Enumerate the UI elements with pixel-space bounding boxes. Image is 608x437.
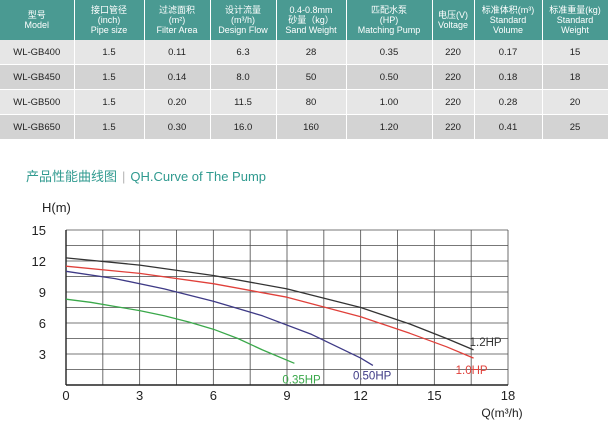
- x-tick-label: 18: [501, 388, 515, 403]
- x-tick-label: 3: [136, 388, 143, 403]
- table-header-row: 型号 Model 接口管径 (inch) Pipe size 过滤面积 (m²) Filt…: [0, 0, 608, 40]
- x-tick-label: 15: [427, 388, 441, 403]
- table-cell: WL-GB400: [0, 40, 75, 65]
- table-row: WL-GB650 1.5 0.30 16.0 160 1.20 220 0.41…: [0, 114, 608, 140]
- y-tick-label: 3: [39, 347, 46, 362]
- table-cell: WL-GB650: [0, 114, 75, 140]
- curve-0-50hp: [65, 270, 374, 366]
- y-tick-label: 15: [32, 223, 46, 238]
- table-cell: 0.14: [144, 64, 211, 90]
- series-label: 0.50HP: [353, 370, 392, 382]
- y-axis-label: H(m): [42, 200, 71, 215]
- table-cell: 0.41: [474, 114, 543, 140]
- col-pipe-size: 接口管径 (inch) Pipe size: [74, 0, 145, 40]
- table-row: WL-GB400 1.5 0.11 6.3 28 0.35 220 0.17 1…: [0, 40, 608, 65]
- table-cell: 0.28: [474, 89, 543, 115]
- table-cell: 80: [276, 89, 347, 115]
- curve-0-35hp: [65, 298, 295, 364]
- col-filter-area: 过滤面积 (m²) Filter Area: [144, 0, 211, 40]
- x-tick-label: 9: [283, 388, 290, 403]
- table-cell: 220: [432, 114, 475, 140]
- table-cell: 28: [276, 40, 347, 65]
- section-title-en: QH.Curve of The Pump: [130, 169, 266, 184]
- qh-curve-chart: 0 3 6 9 12 15 18 3 6 9 12 15 H(m) Q(m³/h) 0.35HP 0.50HP…: [32, 200, 523, 420]
- table-cell: 6.3: [210, 40, 277, 65]
- series-label: 0.35HP: [282, 374, 321, 386]
- table-cell: 18: [542, 64, 608, 90]
- col-voltage: 电压(V) Voltage: [432, 0, 475, 40]
- x-tick-label: 6: [210, 388, 217, 403]
- section-title-separator: |: [122, 169, 126, 184]
- table-cell: 16.0: [210, 114, 277, 140]
- curve-1-0hp: [65, 265, 474, 359]
- table-cell: 1.5: [74, 114, 145, 140]
- table-cell: 220: [432, 89, 475, 115]
- table-cell: 0.30: [144, 114, 211, 140]
- table-cell: 11.5: [210, 89, 277, 115]
- series-label: 1.2HP: [470, 337, 502, 349]
- table-cell: 50: [276, 64, 347, 90]
- table-cell: 15: [542, 40, 608, 65]
- table-cell: 1.5: [74, 40, 145, 65]
- col-standard-volume: 标准体积(m³) Standard Volume: [474, 0, 543, 40]
- table-cell: 1.5: [74, 64, 145, 90]
- table-cell: 160: [276, 114, 347, 140]
- table-cell: WL-GB450: [0, 64, 75, 90]
- table-row: WL-GB500 1.5 0.20 11.5 80 1.00 220 0.28 …: [0, 89, 608, 115]
- table-cell: 0.11: [144, 40, 211, 65]
- curve-1-2hp: [65, 257, 474, 351]
- table-cell: 0.35: [346, 40, 433, 65]
- table-cell: 0.18: [474, 64, 543, 90]
- section-title-cn: 产品性能曲线图: [26, 169, 118, 184]
- table-cell: 8.0: [210, 64, 277, 90]
- table-cell: 220: [432, 40, 475, 65]
- x-tick-label: 12: [353, 388, 367, 403]
- spec-table: 型号 Model 接口管径 (inch) Pipe size 过滤面积 (m²) Filt…: [0, 0, 608, 140]
- table-cell: WL-GB500: [0, 89, 75, 115]
- col-sand-weight: 0.4-0.8mm 砂量（kg） Sand Weight: [276, 0, 347, 40]
- table-cell: 1.20: [346, 114, 433, 140]
- y-tick-label: 6: [39, 316, 46, 331]
- y-tick-label: 12: [32, 254, 46, 269]
- table-cell: 20: [542, 89, 608, 115]
- col-design-flow: 设计流量 (m³/h) Design Flow: [210, 0, 277, 40]
- section-title: 产品性能曲线图 | QH.Curve of The Pump: [26, 166, 266, 185]
- col-matching-pump: 匹配水泵 (HP) Matching Pump: [346, 0, 433, 40]
- series-label: 1.0HP: [456, 365, 488, 377]
- table-cell: 0.17: [474, 40, 543, 65]
- table-cell: 220: [432, 64, 475, 90]
- table-cell: 0.20: [144, 89, 211, 115]
- x-axis-label: Q(m³/h): [481, 406, 522, 420]
- col-model: 型号 Model: [0, 0, 75, 40]
- table-cell: 1.00: [346, 89, 433, 115]
- col-standard-weight: 标准重量(kg) Standard Weight: [542, 0, 608, 40]
- table-cell: 0.50: [346, 64, 433, 90]
- table-cell: 25: [542, 114, 608, 140]
- y-tick-label: 9: [39, 285, 46, 300]
- table-row: WL-GB450 1.5 0.14 8.0 50 0.50 220 0.18 1…: [0, 64, 608, 90]
- x-tick-label: 0: [62, 388, 69, 403]
- table-cell: 1.5: [74, 89, 145, 115]
